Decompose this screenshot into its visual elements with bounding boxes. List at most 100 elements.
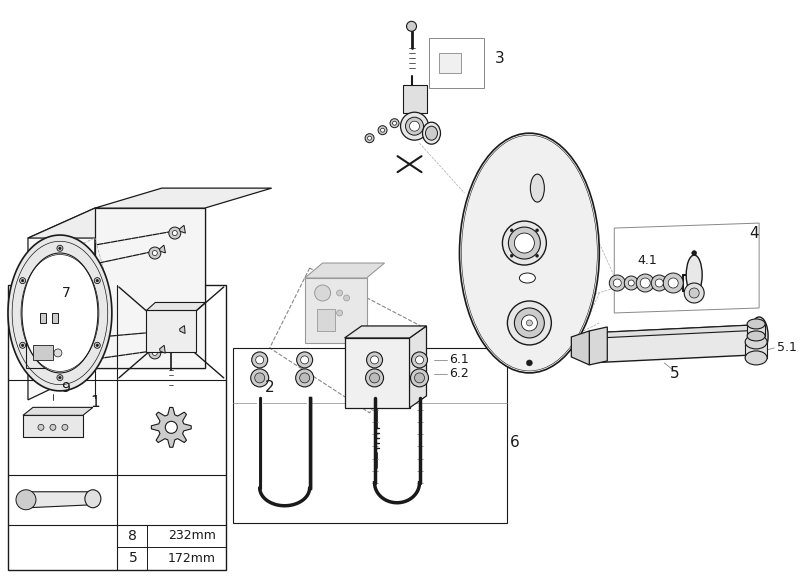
Circle shape: [636, 274, 654, 292]
Polygon shape: [590, 327, 607, 365]
Circle shape: [381, 128, 385, 132]
Circle shape: [692, 250, 697, 255]
Circle shape: [536, 254, 538, 257]
Text: 1: 1: [90, 395, 100, 410]
Circle shape: [522, 315, 538, 331]
Polygon shape: [179, 225, 186, 233]
Text: 3: 3: [494, 51, 504, 66]
Text: 5: 5: [129, 551, 138, 565]
Bar: [439, 53, 462, 73]
Circle shape: [507, 301, 551, 345]
Circle shape: [655, 279, 663, 287]
Ellipse shape: [750, 317, 768, 355]
Ellipse shape: [747, 331, 765, 341]
Polygon shape: [26, 323, 70, 368]
Polygon shape: [159, 245, 166, 253]
Polygon shape: [8, 235, 112, 391]
Ellipse shape: [459, 133, 599, 373]
Bar: [430, 38, 485, 88]
Circle shape: [410, 121, 419, 131]
Circle shape: [94, 277, 100, 284]
Bar: [52, 313, 58, 323]
Polygon shape: [22, 253, 98, 373]
Circle shape: [509, 227, 540, 259]
Bar: [33, 345, 53, 360]
Circle shape: [514, 308, 544, 338]
Circle shape: [415, 356, 423, 364]
Circle shape: [614, 279, 622, 287]
Ellipse shape: [745, 351, 767, 365]
Circle shape: [401, 112, 429, 140]
Polygon shape: [146, 302, 206, 310]
Ellipse shape: [745, 335, 767, 349]
Circle shape: [337, 310, 342, 316]
Circle shape: [50, 424, 56, 431]
Circle shape: [684, 283, 704, 303]
Polygon shape: [180, 325, 185, 334]
Text: 6.1: 6.1: [450, 353, 470, 366]
Circle shape: [38, 424, 44, 431]
Circle shape: [370, 373, 379, 383]
Polygon shape: [345, 326, 426, 338]
Polygon shape: [23, 416, 83, 438]
Polygon shape: [28, 208, 95, 400]
Circle shape: [57, 375, 63, 381]
Polygon shape: [571, 331, 590, 365]
Circle shape: [166, 421, 178, 434]
Text: 9: 9: [62, 381, 70, 395]
Circle shape: [406, 117, 423, 135]
Circle shape: [390, 118, 399, 128]
Text: 5.1: 5.1: [777, 342, 797, 354]
Polygon shape: [23, 407, 93, 416]
Circle shape: [510, 254, 513, 257]
Circle shape: [94, 342, 100, 349]
Circle shape: [149, 247, 161, 259]
Circle shape: [337, 290, 342, 296]
Text: 232mm: 232mm: [168, 529, 216, 543]
Circle shape: [410, 369, 429, 387]
Circle shape: [254, 373, 265, 383]
Circle shape: [19, 277, 26, 284]
Polygon shape: [590, 325, 754, 363]
Circle shape: [414, 373, 425, 383]
Bar: [317, 309, 334, 331]
Polygon shape: [95, 208, 205, 368]
Polygon shape: [747, 324, 765, 336]
Circle shape: [502, 221, 546, 265]
Ellipse shape: [747, 319, 765, 329]
Polygon shape: [305, 278, 366, 343]
Polygon shape: [95, 188, 272, 208]
Circle shape: [58, 247, 61, 250]
Polygon shape: [28, 492, 93, 507]
Text: 5: 5: [670, 366, 679, 381]
Circle shape: [610, 275, 626, 291]
Circle shape: [370, 356, 378, 364]
Circle shape: [628, 280, 634, 286]
Ellipse shape: [85, 490, 101, 507]
Circle shape: [16, 490, 36, 510]
Text: 2: 2: [265, 380, 274, 395]
Circle shape: [22, 279, 24, 282]
Ellipse shape: [426, 126, 438, 140]
Polygon shape: [28, 208, 205, 238]
Circle shape: [640, 278, 650, 288]
Polygon shape: [160, 345, 166, 353]
Polygon shape: [95, 208, 205, 368]
Circle shape: [365, 134, 374, 143]
Circle shape: [54, 349, 62, 357]
Ellipse shape: [686, 255, 702, 295]
Circle shape: [406, 21, 417, 31]
Circle shape: [250, 369, 269, 387]
Bar: [8, 285, 226, 570]
Circle shape: [651, 275, 667, 291]
Circle shape: [663, 273, 683, 293]
Circle shape: [378, 125, 387, 135]
Text: 8: 8: [129, 529, 138, 543]
Circle shape: [297, 352, 313, 368]
Polygon shape: [146, 310, 196, 353]
Polygon shape: [345, 338, 410, 408]
Circle shape: [256, 356, 264, 364]
Bar: [233, 348, 507, 523]
Circle shape: [343, 295, 350, 301]
Circle shape: [689, 288, 699, 298]
